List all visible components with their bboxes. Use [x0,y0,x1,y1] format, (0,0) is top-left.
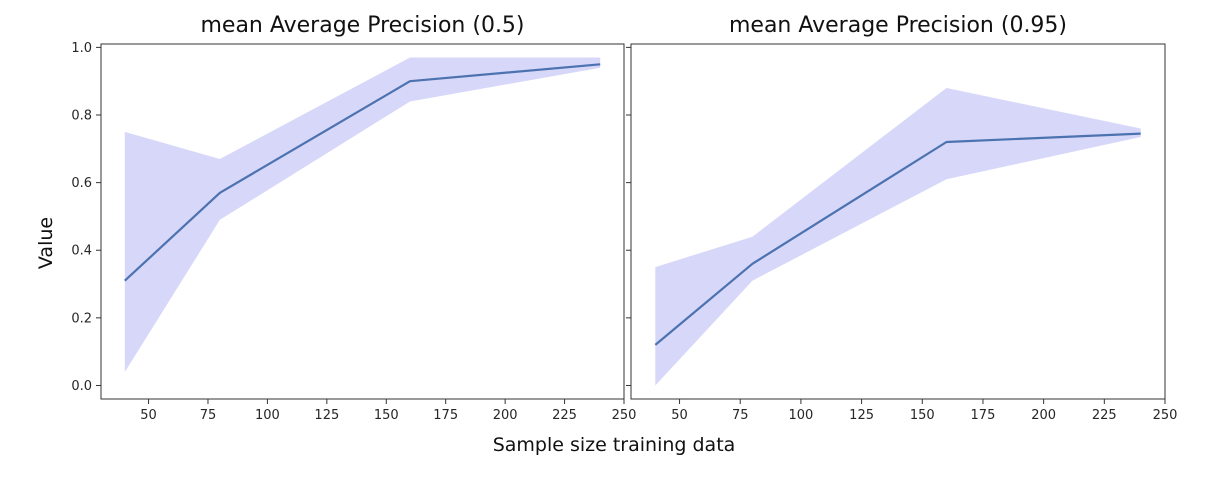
x-tick-label: 150 [374,408,399,423]
y-tick-label: 0.8 [71,109,92,124]
x-tick-label: 100 [788,408,813,423]
x-tick-label: 150 [910,408,935,423]
data-point-240 [598,62,602,66]
x-tick-label: 175 [971,408,996,423]
data-point-40 [653,343,657,347]
chart-title: mean Average Precision (0.95) [729,13,1067,38]
data-point-160 [408,79,412,83]
y-tick-label: 0.0 [71,379,92,394]
mean-line-series [654,132,1141,346]
y-tick-label: 0.2 [71,311,92,326]
x-tick-label: 50 [140,408,157,423]
x-tick-label: 200 [1031,408,1056,423]
mean-line-series [124,63,601,282]
x-tick-label: 125 [849,408,874,423]
confidence-band [655,88,1141,386]
x-tick-label: 50 [671,408,688,423]
data-point-80 [750,262,754,266]
figure-x-axis-label: Sample size training data [493,434,736,456]
x-tick-label: 125 [314,408,339,423]
x-tick-label: 200 [493,408,518,423]
chart-panel-map-0-5: 50 75 100 125 150 175 200 225 250 0.0 0.2 0.4 0.6 0.8… [71,13,636,423]
axes-frame [100,43,625,400]
x-tick-label: 225 [552,408,577,423]
data-point-240 [1139,132,1143,136]
data-point-40 [123,279,127,283]
x-tick-label: 225 [1092,408,1117,423]
figure-y-axis-label: Value [35,217,57,269]
x-tick-label: 250 [1153,408,1178,423]
x-tick-label: 75 [732,408,749,423]
x-tick-label: 250 [612,408,637,423]
y-tick-label: 0.4 [71,244,92,259]
axes-frame [630,43,1166,400]
data-point-80 [218,191,222,195]
x-tick-label: 100 [255,408,280,423]
x-tick-label: 75 [200,408,217,423]
x-tick-label: 175 [433,408,458,423]
y-tick-label: 0.6 [71,176,92,191]
confidence-band [124,57,601,372]
y-tick-label: 1.0 [71,41,92,56]
chart-title: mean Average Precision (0.5) [200,13,524,38]
data-point-160 [945,140,949,144]
chart-panel-map-0-95: 50 75 100 125 150 175 200 225 250 mean Average Pr… [626,13,1177,423]
